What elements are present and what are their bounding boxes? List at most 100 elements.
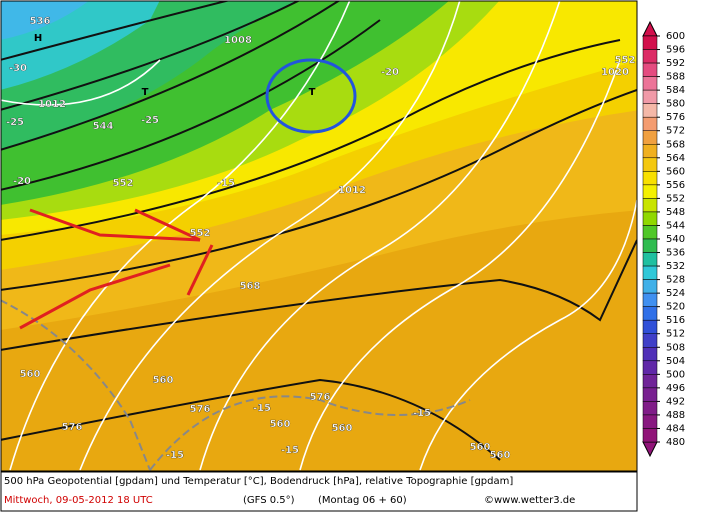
model: (GFS 0.5°): [243, 495, 295, 506]
scale-label: 588: [666, 72, 685, 83]
map-label: 1012: [338, 185, 366, 196]
scale-label: 552: [666, 193, 685, 204]
map-label: 560: [153, 375, 174, 386]
scale-swatch: [642, 225, 658, 240]
caption: 500 hPa Geopotential [gpdam] und Tempera…: [4, 476, 513, 487]
map-label: 560: [332, 423, 353, 434]
scale-swatch: [642, 306, 658, 321]
map-label: H: [34, 33, 42, 44]
scale-swatch: [642, 279, 658, 294]
scale-swatch: [642, 130, 658, 145]
scale-swatch: [642, 414, 658, 429]
scale-swatch: [642, 387, 658, 402]
scale-swatch: [642, 428, 658, 443]
scale-swatch: [642, 89, 658, 104]
scale-swatch: [642, 198, 658, 213]
scale-label: 520: [666, 302, 685, 313]
scale-label: 592: [666, 58, 685, 69]
map-label: 560: [270, 419, 291, 430]
scale-label: 488: [666, 410, 685, 421]
temperature-isolines: [1, 299, 471, 471]
credit: ©www.wetter3.de: [484, 495, 575, 506]
scale-label: 496: [666, 383, 685, 394]
scale-swatch: [642, 171, 658, 186]
scale-swatch: [642, 238, 658, 253]
map-label: 552: [615, 55, 636, 66]
scale-swatch: [642, 347, 658, 362]
scale-label: 544: [666, 220, 685, 231]
map-label: -20: [13, 176, 31, 187]
scale-swatch: [642, 292, 658, 307]
geopotential-isolines: [1, 1, 637, 461]
scale-swatch: [642, 62, 658, 77]
map-label: 560: [490, 450, 511, 461]
band-blue: [1, 1, 89, 40]
color-scale: 600 596 592 588 584 580 576 572 568 564 560 556 552 5…: [642, 20, 685, 458]
map-label: 576: [310, 392, 331, 403]
scale-label: 508: [666, 342, 685, 353]
map-label: -15: [413, 408, 431, 419]
scale-label: 512: [666, 329, 685, 340]
scale-label: 576: [666, 112, 685, 123]
map-label: 1012: [38, 99, 66, 110]
scale-label: 516: [666, 315, 685, 326]
map-label: 552: [113, 178, 134, 189]
map-label: 568: [240, 281, 261, 292]
scale-swatch: [642, 374, 658, 389]
map-label: -15: [281, 445, 299, 456]
scale-label: 600: [666, 31, 685, 42]
map-label: -25: [6, 117, 24, 128]
map-label: 576: [62, 422, 83, 433]
low-circle: [265, 58, 357, 134]
map-label: T: [142, 87, 149, 98]
run: (Montag 06 + 60): [318, 495, 407, 506]
scale-swatch: [642, 265, 658, 280]
map-label: 576: [190, 404, 211, 415]
footer-box: [0, 471, 638, 512]
map-label: T: [309, 87, 316, 98]
front-lines: [19, 208, 214, 330]
scale-label: 480: [666, 437, 685, 448]
map-label: 1020: [601, 67, 629, 78]
scale-label: 528: [666, 275, 685, 286]
scale-label: 572: [666, 126, 685, 137]
scale-swatch: [642, 333, 658, 348]
map-label: -15: [253, 403, 271, 414]
scale-label: 584: [666, 85, 685, 96]
pressure-isolines: [1, 1, 637, 471]
scale-label: 560: [666, 166, 685, 177]
map-label: 1008: [224, 35, 252, 46]
scale-swatch: [642, 319, 658, 334]
map-label: -15: [217, 178, 235, 189]
scale-swatch: [642, 211, 658, 226]
scale-label: 564: [666, 153, 685, 164]
map-label: 536: [30, 16, 51, 27]
date: Mittwoch, 09-05-2012 18 UTC: [4, 495, 153, 506]
scale-swatch: [642, 157, 658, 172]
map-label: 552: [190, 228, 211, 239]
scale-label: 484: [666, 423, 685, 434]
scale-swatch: [642, 49, 658, 64]
scale-label: 548: [666, 207, 685, 218]
map-label: 560: [470, 442, 491, 453]
scale-label: 580: [666, 99, 685, 110]
scale-label: 532: [666, 261, 685, 272]
map-label: -25: [141, 115, 159, 126]
scale-swatch: [642, 184, 658, 199]
map-label: -20: [381, 67, 399, 78]
map-label: -15: [166, 450, 184, 461]
scale-label: 596: [666, 45, 685, 56]
scale-swatch: [642, 103, 658, 118]
map-area: [1, 1, 637, 471]
scale-swatch: [642, 401, 658, 416]
map-border: [0, 0, 638, 472]
map-label: 544: [93, 121, 114, 132]
scale-label: 504: [666, 356, 685, 367]
map-label: 560: [20, 369, 41, 380]
scale-swatch: [642, 252, 658, 267]
scale-label: 540: [666, 234, 685, 245]
scale-swatch: [642, 360, 658, 375]
scale-swatch: [642, 116, 658, 131]
